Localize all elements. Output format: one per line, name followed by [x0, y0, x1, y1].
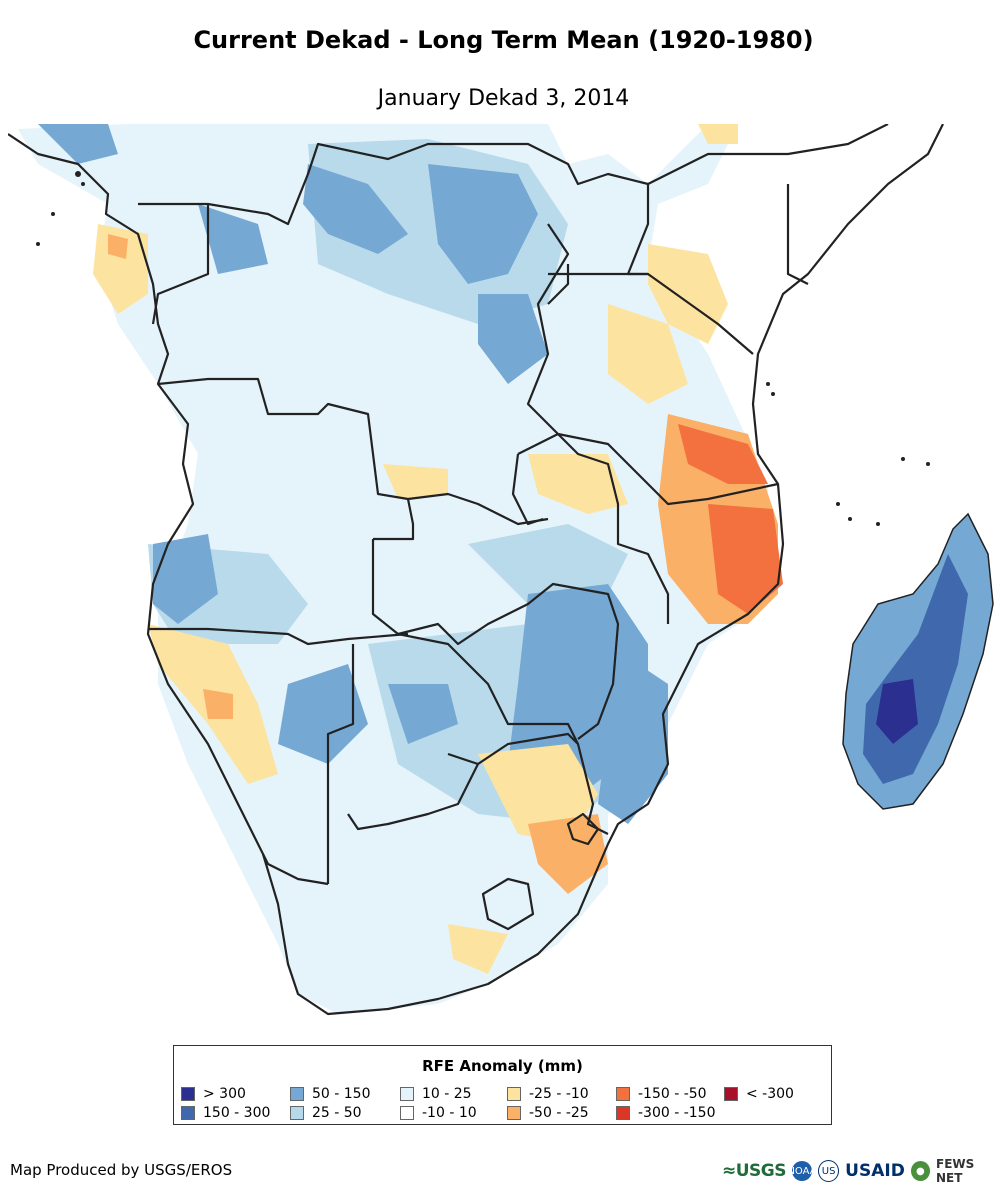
legend-swatch: [181, 1105, 195, 1120]
usaid-seal-icon: US: [818, 1160, 840, 1182]
legend-swatch: [400, 1105, 414, 1120]
legend-label: 50 - 150: [312, 1085, 371, 1102]
map-title: Current Dekad - Long Term Mean (1920-198…: [193, 26, 814, 54]
legend-item: -50 - -25: [507, 1103, 616, 1122]
legend-label: -150 - -50: [638, 1085, 707, 1102]
map-subtitle: January Dekad 3, 2014: [377, 86, 630, 111]
legend-item: -150 - -50: [616, 1084, 724, 1103]
legend-swatch: [181, 1086, 195, 1101]
legend-label: 10 - 25: [422, 1085, 472, 1102]
madagascar: [842, 512, 994, 810]
legend-item: 25 - 50: [290, 1103, 400, 1122]
legend-label: -300 - -150: [638, 1104, 716, 1121]
country-borders: [8, 124, 944, 1016]
legend-item: 150 - 300: [181, 1103, 290, 1122]
legend-label: 150 - 300: [203, 1104, 271, 1121]
legend-title: RFE Anomaly (mm): [422, 1057, 583, 1075]
legend-swatch: [290, 1105, 304, 1120]
legend-item: -300 - -150: [616, 1103, 724, 1122]
legend-item: < -300: [724, 1084, 814, 1103]
legend-label: -25 - -10: [529, 1085, 589, 1102]
legend-item: -10 - 10: [400, 1103, 507, 1122]
logo-bar: ≈USGS NOAA US USAID ● FEWS NET: [722, 1157, 1002, 1185]
legend-item: -25 - -10: [507, 1084, 616, 1103]
globe-icon: ●: [910, 1161, 930, 1181]
fews-net-logo: FEWS NET: [936, 1157, 975, 1185]
legend-item: 50 - 150: [290, 1084, 400, 1103]
noaa-logo: NOAA: [787, 1161, 817, 1181]
legend: RFE Anomaly (mm) > 300 150 - 300 50 - 15…: [173, 1045, 832, 1125]
usgs-logo: ≈USGS: [722, 1161, 787, 1181]
legend-swatch: [400, 1086, 414, 1101]
legend-swatch: [290, 1086, 304, 1101]
rainfall-anomaly-map: [8, 124, 994, 1016]
legend-swatch: [507, 1086, 521, 1101]
legend-swatch: [616, 1105, 630, 1120]
legend-grid: > 300 150 - 300 50 - 150 25 - 50 10 - 25…: [181, 1084, 814, 1122]
legend-swatch: [724, 1086, 738, 1101]
anomaly-medium-blue-areas: [38, 124, 668, 824]
anomaly-orange-areas: [93, 124, 783, 974]
legend-label: -10 - 10: [422, 1104, 477, 1121]
legend-label: -50 - -25: [529, 1104, 589, 1121]
legend-swatch: [616, 1086, 630, 1101]
legend-label: > 300: [203, 1085, 246, 1102]
legend-swatch: [507, 1105, 521, 1120]
islands: [36, 171, 930, 526]
usaid-logo: USAID: [845, 1161, 905, 1181]
legend-label: < -300: [746, 1085, 794, 1102]
legend-item: > 300: [181, 1084, 290, 1103]
legend-item: 10 - 25: [400, 1084, 507, 1103]
credit-text: Map Produced by USGS/EROS: [10, 1161, 233, 1179]
legend-label: 25 - 50: [312, 1104, 362, 1121]
